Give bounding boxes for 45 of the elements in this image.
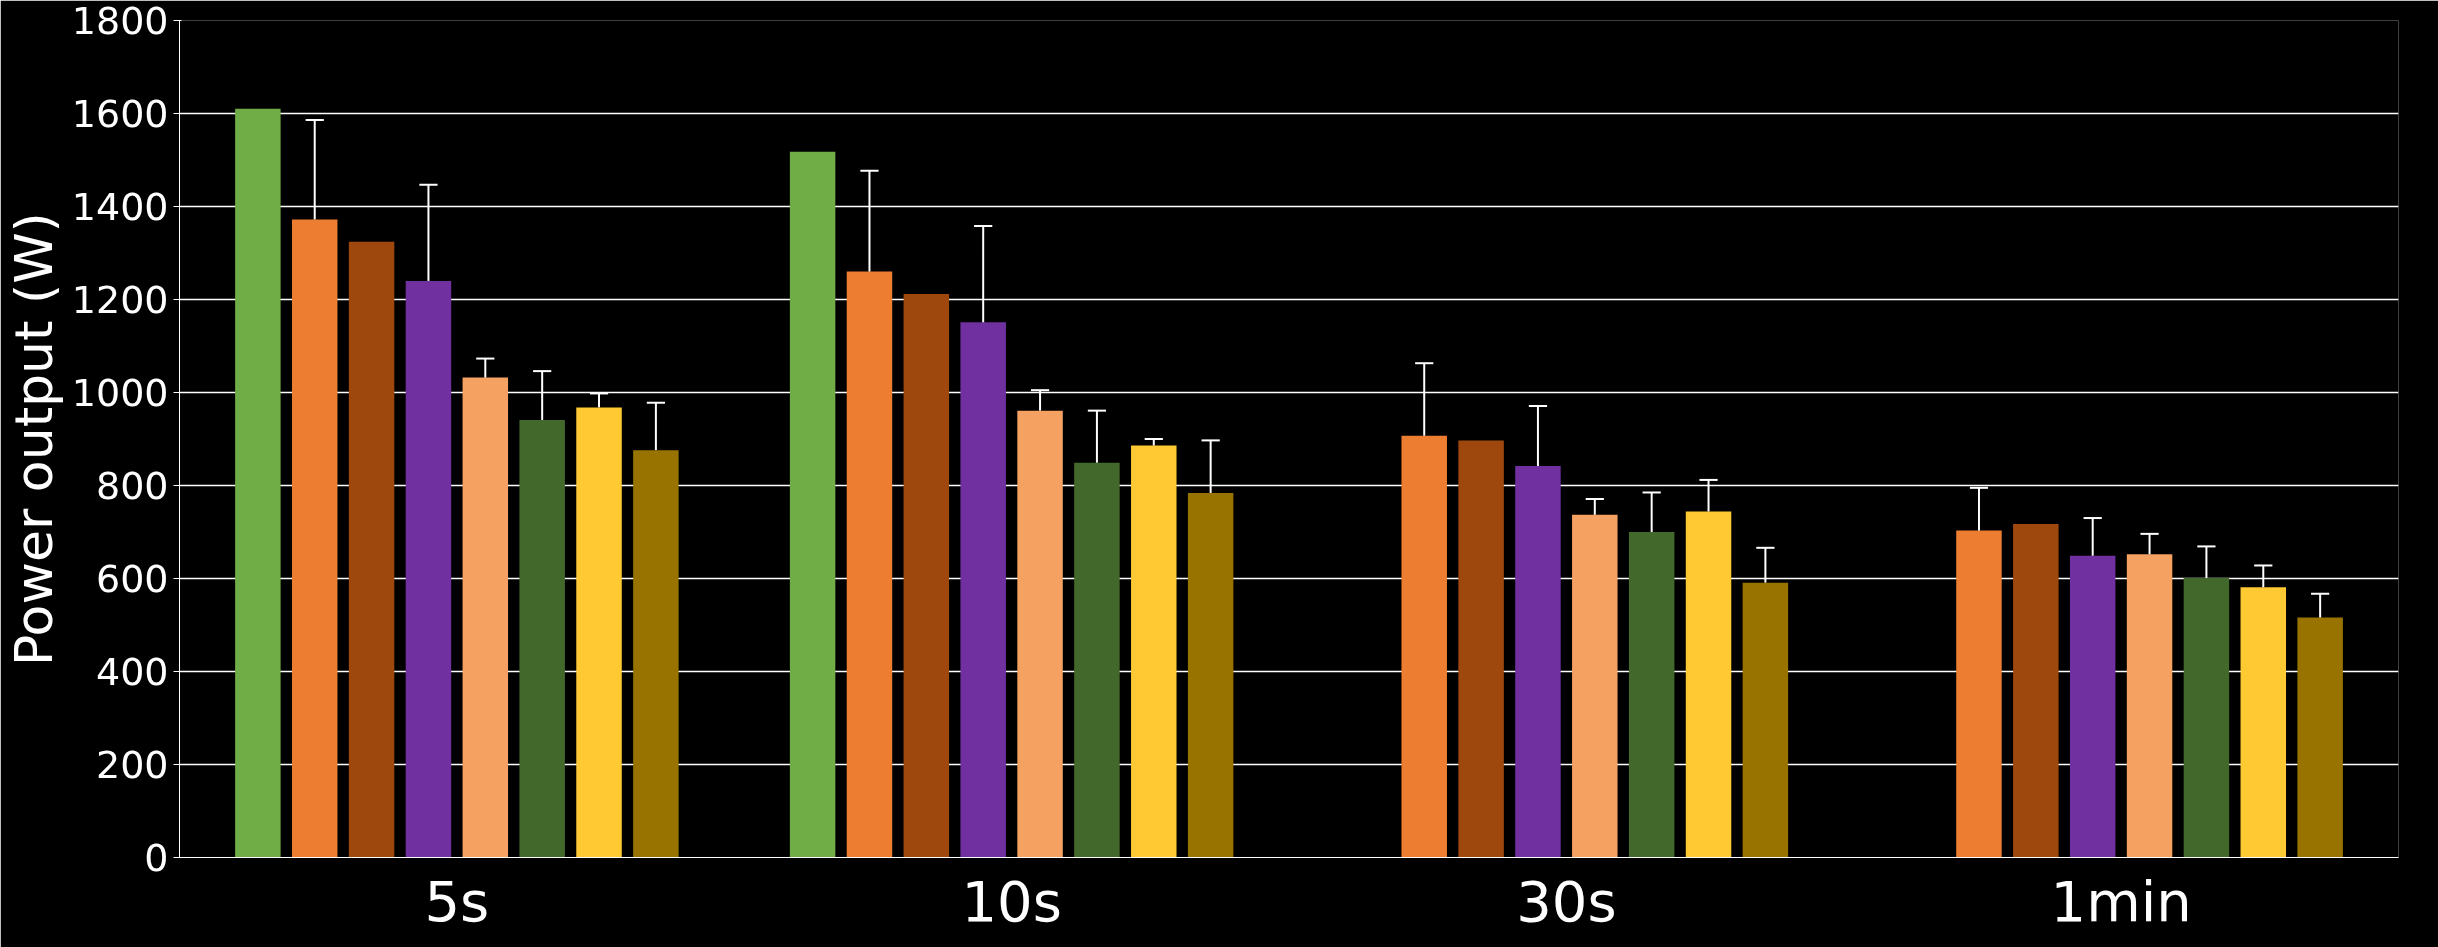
- y-tick-label: 0: [144, 836, 169, 880]
- bar: [2013, 524, 2059, 858]
- bar: [1131, 445, 1177, 858]
- bar: [1628, 532, 1675, 858]
- bar: [348, 241, 395, 858]
- bar: [1458, 440, 1504, 858]
- y-tick-label: 1400: [71, 185, 169, 229]
- y-tick-label: 1600: [71, 92, 169, 136]
- bar: [405, 280, 452, 858]
- bar: [235, 108, 281, 858]
- y-tick-label: 600: [95, 557, 169, 601]
- bar: [2297, 617, 2343, 858]
- y-tick-label: 1000: [71, 371, 169, 415]
- bar: [1017, 410, 1063, 858]
- bar: [1187, 492, 1234, 858]
- bar: [789, 151, 836, 858]
- x-tick-label: 30s: [1516, 868, 1617, 934]
- y-tick-label: 1200: [71, 278, 169, 322]
- x-tick-label: 5s: [424, 868, 490, 934]
- y-tick-label: 800: [95, 464, 169, 508]
- bar: [1515, 465, 1561, 858]
- bar: [846, 271, 893, 858]
- bar: [2240, 587, 2287, 858]
- x-tick-label: 1min: [2050, 868, 2192, 934]
- bar: [960, 322, 1006, 858]
- bar: [633, 450, 679, 858]
- bar: [903, 293, 950, 858]
- bar: [1742, 582, 1789, 858]
- bar: [1074, 462, 1120, 858]
- bar: [519, 419, 565, 858]
- bar: [1956, 530, 2002, 858]
- y-tick-label: 1800: [71, 0, 169, 43]
- bar: [576, 407, 622, 858]
- bar: [1572, 514, 1618, 858]
- bar: [291, 219, 338, 858]
- bar: [2183, 578, 2230, 858]
- y-axis-title: Power output (W): [3, 212, 64, 666]
- x-tick-label: 10s: [961, 868, 1062, 934]
- bar: [2126, 554, 2173, 858]
- y-tick-label: 400: [95, 650, 169, 694]
- bar: [462, 377, 509, 858]
- bar: [1401, 435, 1447, 858]
- bar: [2069, 555, 2116, 858]
- y-tick-label: 200: [95, 743, 169, 787]
- bar: [1685, 511, 1732, 858]
